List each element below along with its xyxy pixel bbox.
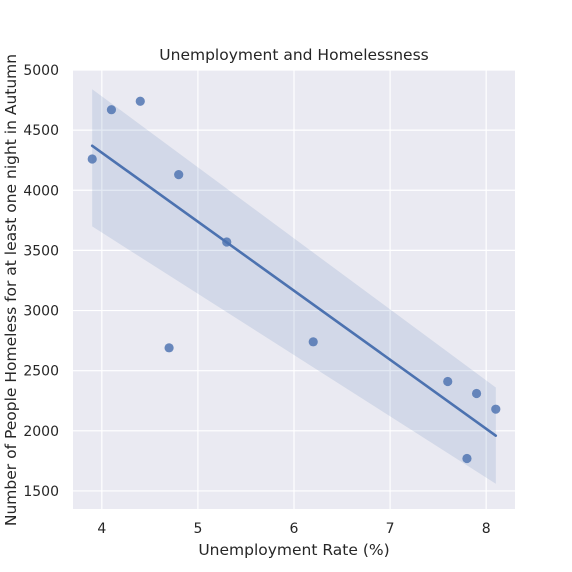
y-tick-label: 3000	[23, 304, 59, 320]
x-axis-title: Unemployment Rate (%)	[198, 541, 389, 559]
data-point	[106, 105, 117, 115]
data-point	[491, 404, 501, 414]
x-tick-label: 6	[290, 521, 299, 537]
y-tick-label: 2000	[23, 424, 59, 440]
scatter-points	[87, 96, 501, 464]
y-tick-label: 4500	[23, 123, 59, 139]
data-point	[471, 388, 482, 399]
y-tick-label: 1500	[23, 484, 59, 500]
x-tick-label: 7	[386, 521, 395, 537]
confidence-band-layer	[92, 89, 496, 484]
regression-line	[90, 144, 498, 437]
data-point	[462, 453, 472, 464]
y-tick-label: 3500	[23, 243, 59, 259]
x-axis-ticks: 4 5 6 7 8	[97, 521, 490, 537]
data-point	[87, 154, 97, 164]
regression-line-layer	[90, 144, 498, 437]
y-axis-ticks: 1500 2000 2500 3000 3500 4000 4500 5000	[23, 63, 59, 500]
y-tick-label: 2500	[23, 364, 59, 380]
y-tick-label: 4000	[23, 183, 59, 199]
data-point	[443, 376, 453, 387]
chart-title: Unemployment and Homelessness	[159, 46, 428, 64]
confidence-band	[92, 89, 496, 484]
data-point	[222, 237, 232, 247]
y-tick-label: 5000	[23, 63, 59, 79]
data-point	[308, 337, 318, 347]
y-axis-title: Number of People Homeless for at least o…	[2, 54, 20, 526]
data-point	[174, 170, 184, 180]
x-tick-label: 4	[97, 521, 106, 537]
data-point	[135, 96, 145, 106]
x-tick-label: 8	[482, 521, 491, 537]
data-point	[164, 343, 174, 353]
x-tick-label: 5	[193, 521, 202, 537]
